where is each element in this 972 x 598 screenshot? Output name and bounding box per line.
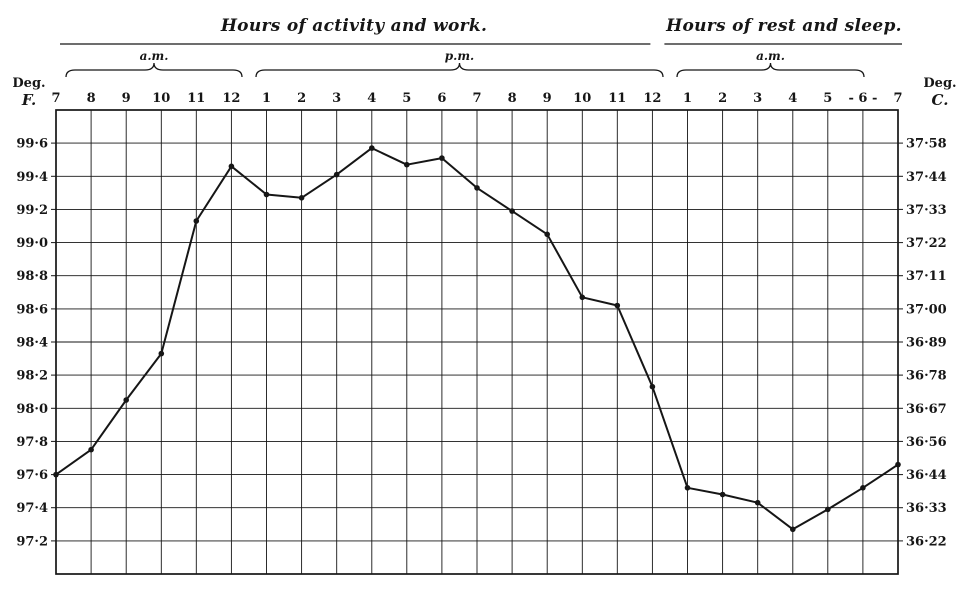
x-tick-label: 12 (222, 91, 240, 106)
y-left-label: 98·0 (16, 402, 48, 417)
x-tick-label: 11 (608, 91, 626, 106)
y-right-label: 36·89 (906, 336, 947, 351)
y-right-label: 36·78 (906, 369, 947, 384)
data-point (439, 155, 445, 161)
data-point (369, 145, 375, 151)
y-left-label: 99·4 (16, 170, 48, 185)
y-right-label: 36·67 (906, 402, 947, 417)
y-right-label: 37·58 (906, 137, 947, 152)
data-point (544, 231, 550, 238)
y-right-label: 37·00 (906, 302, 947, 317)
data-point (228, 163, 235, 170)
data-point (509, 208, 515, 214)
data-point (333, 171, 340, 178)
activity-hours-header: Hours of activity and work. (220, 16, 488, 36)
x-tick-label: 12 (643, 91, 661, 106)
left-axis-deg-label: Deg. (12, 76, 46, 91)
data-point (649, 383, 656, 390)
data-point (298, 195, 305, 201)
x-tick-label: 3 (753, 91, 762, 106)
x-tick-label: 5 (402, 91, 411, 106)
x-tick-label: 11 (187, 91, 205, 106)
x-group-brace (676, 62, 865, 78)
x-group-brace (255, 62, 664, 78)
y-right-label: 36·44 (906, 468, 947, 483)
data-point (579, 294, 586, 301)
x-group-label: a.m. (140, 49, 169, 63)
x-group-label: p.m. (445, 49, 474, 63)
y-left-label: 97·2 (16, 534, 48, 549)
data-point (895, 461, 901, 468)
data-point (193, 218, 200, 224)
y-left-label: 97·6 (16, 468, 48, 483)
x-tick-label: 3 (332, 91, 341, 106)
data-point (263, 191, 270, 198)
y-right-label: 36·22 (906, 534, 947, 549)
x-tick-label: 7 (893, 91, 902, 106)
y-left-label: 99·6 (16, 137, 48, 152)
data-point (754, 499, 761, 506)
y-left-label: 99·2 (16, 203, 48, 218)
data-point (88, 446, 94, 453)
y-right-label: 37·33 (906, 203, 947, 218)
rest-hours-header: Hours of rest and sleep. (666, 16, 902, 36)
x-tick-label: 7 (51, 91, 60, 106)
x-tick-label: 7 (472, 91, 481, 106)
x-tick-label: 10 (152, 91, 170, 106)
y-left-label: 98·2 (16, 369, 48, 384)
y-right-label: 37·11 (906, 269, 947, 284)
y-right-label: 37·22 (906, 236, 947, 251)
x-tick-label: 6 (437, 91, 446, 106)
right-axis-unit: Deg. C. (914, 76, 966, 109)
x-tick-label: 9 (122, 91, 131, 106)
x-group-label: a.m. (756, 49, 785, 63)
x-tick-label: 10 (573, 91, 591, 106)
y-left-label: 97·4 (16, 501, 48, 516)
x-tick-label: 4 (788, 91, 797, 106)
data-point (860, 485, 866, 491)
x-tick-label: 5 (823, 91, 832, 106)
x-tick-label: 9 (543, 91, 552, 106)
y-left-label: 98·8 (16, 269, 48, 284)
y-right-label: 36·33 (906, 501, 947, 516)
data-point (719, 491, 726, 498)
data-point (825, 506, 831, 513)
x-tick-label: 2 (718, 91, 727, 106)
right-axis-scale-label: C. (931, 91, 949, 109)
x-tick-label: 1 (683, 91, 692, 106)
data-point (404, 161, 410, 168)
data-point (474, 185, 480, 191)
y-left-label: 97·8 (16, 435, 48, 450)
data-point (158, 350, 165, 357)
y-right-label: 37·44 (906, 170, 947, 185)
x-group-brace (65, 62, 243, 78)
y-left-label: 99·0 (16, 236, 48, 251)
data-point (614, 302, 621, 309)
right-axis-deg-label: Deg. (923, 76, 957, 91)
plot-border (55, 109, 899, 575)
left-axis-unit: Deg. F. (6, 76, 52, 109)
x-tick-label: 4 (367, 91, 376, 106)
y-left-label: 98·4 (16, 336, 48, 351)
data-point (53, 471, 59, 478)
left-axis-scale-label: F. (21, 91, 37, 109)
x-tick-label: 8 (508, 91, 517, 106)
data-point (790, 526, 796, 533)
y-right-label: 36·56 (906, 435, 947, 450)
y-left-label: 98·6 (16, 302, 48, 317)
data-point (684, 485, 691, 491)
x-tick-label: 8 (87, 91, 96, 106)
data-point (123, 397, 129, 403)
x-tick-label: 2 (297, 91, 306, 106)
x-tick-label: 1 (262, 91, 271, 106)
x-tick-label: - 6 - (848, 91, 877, 106)
